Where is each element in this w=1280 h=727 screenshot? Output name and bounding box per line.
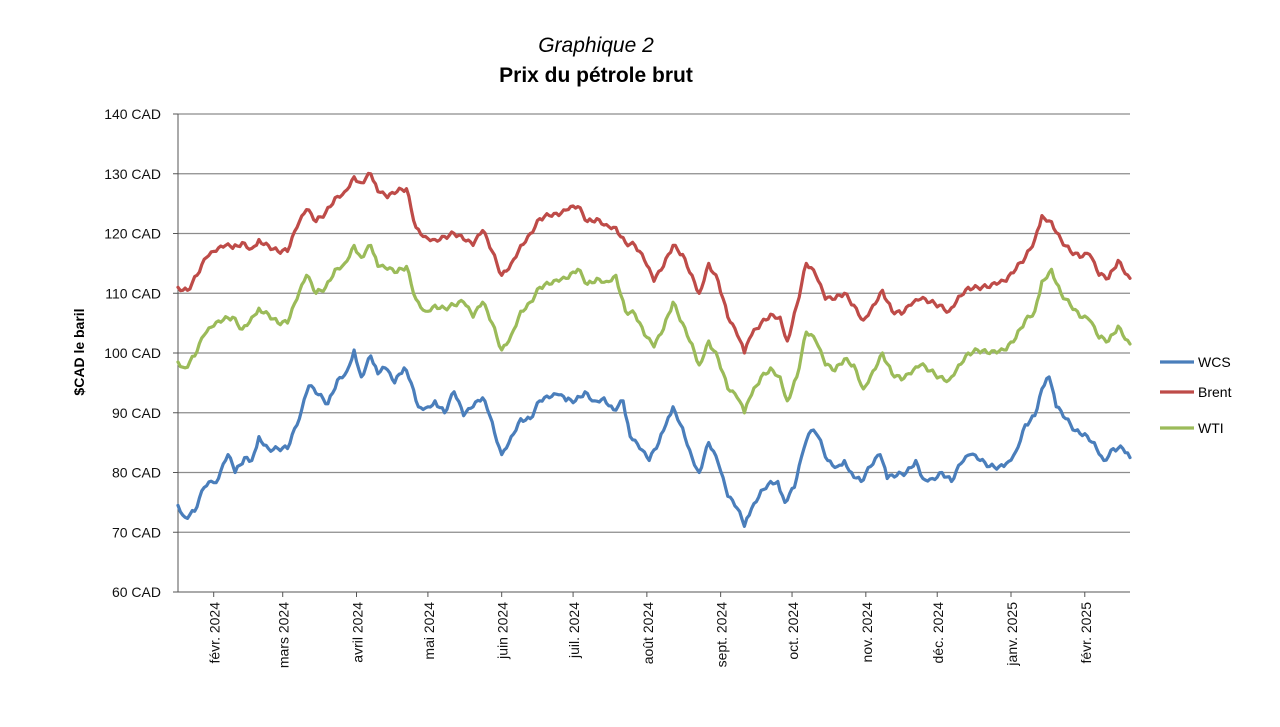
- y-tick-label: 80 CAD: [112, 465, 161, 481]
- x-tick-label: sept. 2024: [714, 602, 730, 668]
- x-tick-labels: févr. 2024 mars 2024 avril 2024 mai 2024 jui…: [207, 592, 1094, 668]
- x-tick-label: juil. 2024: [566, 602, 582, 659]
- y-tick-label: 60 CAD: [112, 584, 161, 600]
- series-line-wcs: [176, 348, 1132, 528]
- y-tick-labels: 60 CAD 70 CAD 80 CAD 90 CAD 100 CAD 110 CAD 12…: [104, 106, 178, 600]
- x-tick-label: nov. 2024: [859, 602, 875, 663]
- x-tick-label: oct. 2024: [785, 602, 801, 660]
- gridlines: [178, 113, 1130, 533]
- x-tick-label: janv. 2025: [1004, 602, 1020, 667]
- chart-title: Prix du pétrole brut: [499, 64, 693, 87]
- y-tick-label: 100 CAD: [104, 345, 161, 361]
- x-tick-label: mai 2024: [421, 602, 437, 660]
- series-line-brent: [176, 171, 1132, 355]
- x-tick-label: mars 2024: [276, 602, 292, 668]
- legend-label-brent: Brent: [1198, 384, 1232, 400]
- y-tick-label: 130 CAD: [104, 166, 161, 182]
- y-tick-label: 140 CAD: [104, 106, 161, 122]
- y-axis-label: $CAD le baril: [71, 308, 87, 395]
- chart-subtitle: Graphique 2: [538, 34, 654, 57]
- x-tick-label: avril 2024: [350, 602, 366, 663]
- legend: WCS Brent WTI: [1160, 354, 1232, 436]
- x-tick-label: juin 2024: [495, 602, 511, 660]
- y-tick-label: 70 CAD: [112, 524, 161, 540]
- legend-label-wcs: WCS: [1198, 354, 1231, 370]
- x-tick-label: févr. 2024: [207, 602, 223, 664]
- x-tick-label: août 2024: [640, 602, 656, 664]
- legend-label-wti: WTI: [1198, 420, 1224, 436]
- series-line-wti: [176, 243, 1132, 415]
- y-tick-label: 90 CAD: [112, 405, 161, 421]
- x-tick-label: févr. 2025: [1078, 602, 1094, 664]
- series-lines: [176, 171, 1132, 528]
- y-tick-label: 120 CAD: [104, 226, 161, 242]
- x-tick-label: déc. 2024: [930, 602, 946, 664]
- y-tick-label: 110 CAD: [105, 285, 161, 301]
